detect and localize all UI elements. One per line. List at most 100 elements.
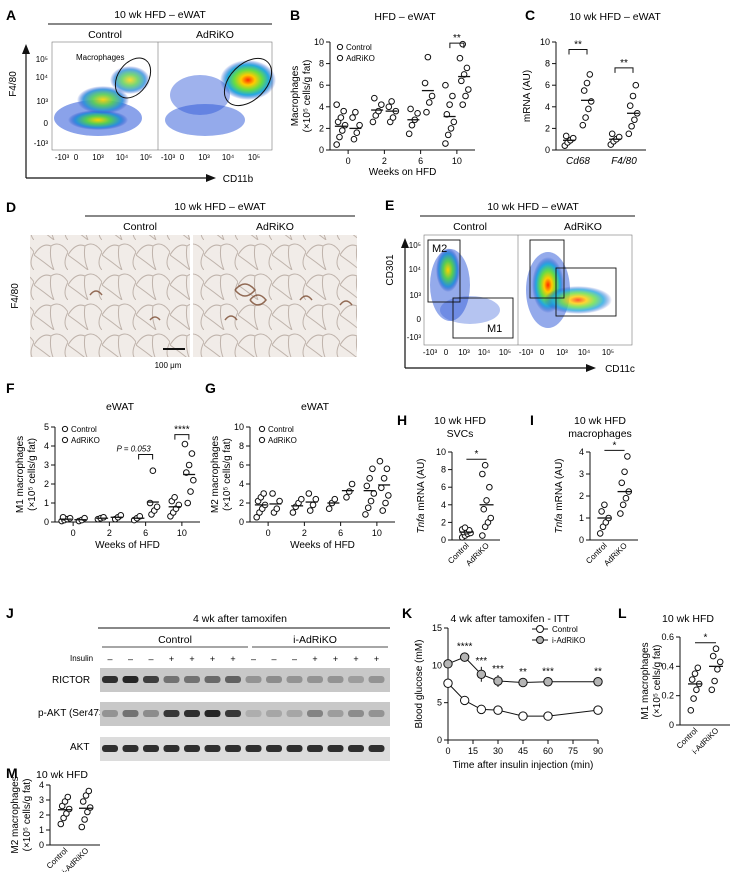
x-tick-label: 0: [444, 348, 449, 357]
chart-title: 10 wk HFD: [36, 769, 88, 781]
y-tick-label: 10: [436, 447, 446, 457]
panel-letter: F: [6, 380, 15, 396]
y-tick-label: -10³: [407, 333, 422, 342]
insulin-signs: – – – + + + + – – – + + + +: [107, 654, 379, 664]
x-tick-label: -10³: [55, 153, 70, 162]
blot-band: [327, 676, 344, 683]
x-tick-label: 10⁴: [222, 153, 235, 162]
column-label: AdRiKO: [196, 29, 234, 41]
blot-band: [307, 745, 323, 752]
panel-i: I 10 wk HFD macrophages 0 1 2 3 4 Tnfa mRNA (…: [530, 412, 638, 568]
data-point: [345, 488, 353, 495]
axis-label: Weeks on HFD: [369, 167, 437, 178]
insulin-label: Insulin: [70, 654, 93, 663]
insulin-sign: –: [292, 654, 297, 664]
data-point: [340, 107, 347, 115]
data-point: [456, 54, 464, 62]
y-tick-label: 0: [417, 315, 422, 324]
data-point: [369, 118, 377, 126]
data-point: [371, 94, 378, 102]
data-point: [408, 121, 416, 129]
legend-label: AdRiKO: [71, 436, 100, 445]
data-point: [458, 77, 465, 85]
panel-letter: B: [290, 7, 300, 23]
blot-band: [225, 710, 241, 717]
axis-label: (×10⁵ cells/g fat): [22, 779, 33, 852]
y-tick-label: 10³: [409, 291, 421, 300]
x-tick-label: 10⁴: [478, 348, 491, 357]
blot-band: [245, 676, 262, 683]
data-point: [518, 711, 528, 721]
data-point: [465, 86, 472, 93]
data-point: [450, 118, 458, 126]
data-point: [378, 484, 385, 492]
y-tick-label: 1: [44, 498, 49, 508]
axis-label: (×10⁵ cells/g fat): [302, 60, 313, 133]
legend-marker: [336, 43, 344, 51]
panel-e: E 10 wk HFD – eWAT Control AdRiKO M2 M1 …: [385, 197, 635, 375]
axis-label: M1 macrophages: [15, 436, 26, 513]
blot-band: [307, 676, 323, 683]
data-point: [447, 125, 455, 132]
blot-band: [368, 710, 385, 717]
y-tick-label: 0: [239, 517, 244, 527]
data-point: [369, 465, 376, 473]
data-point: [463, 64, 471, 72]
data-point: [379, 507, 387, 514]
y-tick-label: 2: [39, 810, 44, 820]
data-point: [425, 99, 433, 106]
data-point: [579, 121, 587, 129]
data-point: [486, 483, 493, 491]
y-tick-label: 10⁴: [409, 265, 422, 274]
significance-label: *: [704, 633, 708, 644]
chart-title: 10 wk HFD: [662, 613, 714, 625]
insulin-sign: –: [128, 654, 133, 664]
axis-label: (×10⁵ cells/g fat): [652, 645, 663, 718]
x-tick-label: 0: [540, 348, 545, 357]
y-tick-label: 2: [545, 123, 550, 133]
blot-band: [266, 745, 282, 752]
chart-l: 0 0.2 0.4 0.6 M1 macrophages (×10⁵ cells/g fa…: [640, 632, 730, 756]
data-point: [331, 495, 339, 503]
data-point: [608, 130, 616, 138]
data-point: [276, 497, 283, 505]
data-point: [79, 798, 87, 805]
significance-bracket: [138, 454, 154, 460]
x-tick-label: 10⁵: [602, 348, 614, 357]
data-point: [309, 501, 317, 509]
data-point: [694, 664, 702, 672]
data-point: [414, 109, 421, 117]
data-point: [446, 101, 453, 108]
x-tick-label: 10: [372, 528, 382, 538]
y-tick-label: 0: [579, 535, 584, 545]
y-tick-label: 0: [319, 145, 324, 155]
data-point: [405, 130, 413, 138]
data-point: [389, 114, 397, 121]
x-tick-label: 0: [74, 153, 79, 162]
data-point: [298, 495, 305, 503]
y-tick-label: 0: [44, 517, 49, 527]
data-point: [624, 453, 631, 460]
data-point: [443, 678, 453, 688]
data-point: [181, 440, 189, 448]
data-point: [459, 101, 467, 108]
significance-bracket: [449, 42, 465, 49]
chart-subtitle: macrophages: [568, 428, 632, 440]
significance-label: ***: [542, 666, 554, 677]
chart-title: 10 wk HFD: [434, 415, 486, 427]
x-tick-label: 10: [177, 528, 187, 538]
panel-letter: I: [530, 412, 534, 428]
data-point: [626, 102, 634, 110]
data-point: [585, 105, 592, 113]
blot-band: [348, 710, 364, 717]
blot-band: [163, 676, 180, 683]
y-tick-label: 4: [44, 441, 49, 451]
gate-label: Macrophages: [76, 53, 124, 62]
legend-marker: [536, 625, 544, 633]
blot-band: [163, 745, 180, 752]
data-point: [306, 507, 314, 514]
group-label: i-AdRiKO: [293, 634, 337, 646]
y-tick-label: 4: [545, 102, 550, 112]
data-point: [622, 494, 630, 502]
